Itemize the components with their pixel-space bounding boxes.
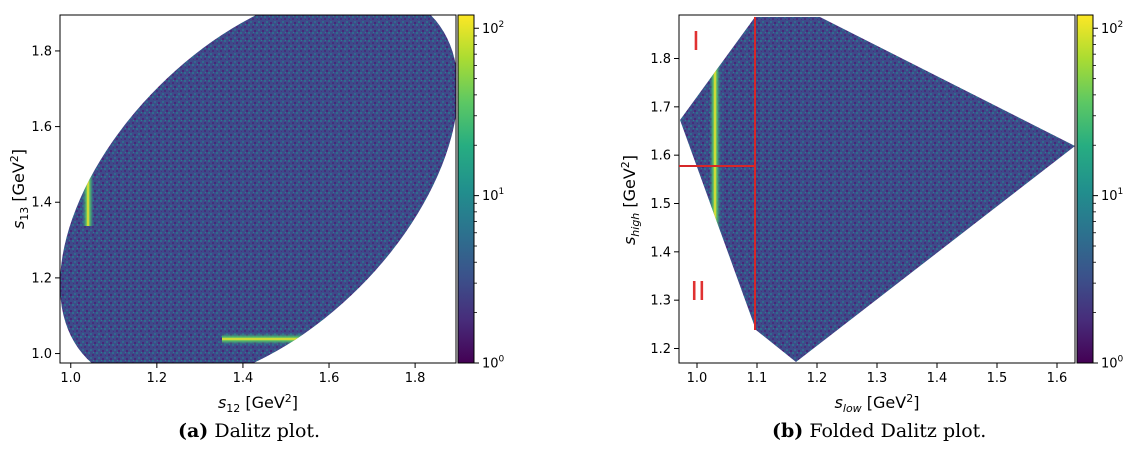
colorbar-tick-label-b: 101 bbox=[1101, 187, 1123, 204]
region-label-i: I bbox=[692, 27, 700, 57]
x-tick-label-b: 1.3 bbox=[867, 371, 888, 386]
caption-tag-a: (a) bbox=[178, 420, 209, 442]
x-tick-label-b: 1.4 bbox=[927, 371, 948, 386]
y-tick-label-b: 1.7 bbox=[650, 100, 671, 115]
colorbar-ticks-b: 100 101 102 bbox=[1093, 20, 1124, 372]
x-tick-label-b: 1.2 bbox=[807, 371, 828, 386]
colorbar-ticks-a: 100 101 102 bbox=[474, 20, 505, 372]
x-tick-label-a: 1.8 bbox=[405, 371, 426, 386]
x-tick-label-b: 1.6 bbox=[1047, 371, 1068, 386]
axes-b: 1.0 1.1 1.2 1.3 1.4 1.5 1.6 1.2 1.3 1.4 1.5 1.6 1.7 1… bbox=[650, 52, 1067, 386]
x-tick-label-b: 1.0 bbox=[687, 371, 708, 386]
y-axis-title-a: s13 [GeV2] bbox=[8, 149, 31, 229]
y-tick-label-a: 1.2 bbox=[31, 271, 52, 286]
y-tick-label-b: 1.2 bbox=[650, 342, 671, 357]
x-axis-title-a: s12 [GeV2] bbox=[218, 392, 298, 415]
colorbar-b bbox=[1076, 14, 1094, 364]
x-tick-label-a: 1.2 bbox=[147, 371, 168, 386]
x-tick-label-b: 1.1 bbox=[747, 371, 768, 386]
colorbar-a bbox=[457, 14, 475, 364]
y-tick-label-b: 1.5 bbox=[650, 197, 671, 212]
y-tick-label-a: 1.8 bbox=[31, 44, 52, 59]
colorbar-tick-label-b: 100 bbox=[1101, 355, 1124, 372]
colorbar-tick-label-a: 100 bbox=[482, 355, 505, 372]
colorbar-tick-label-a: 101 bbox=[482, 187, 504, 204]
x-axis-title-b: slow [GeV2] bbox=[835, 392, 920, 415]
x-tick-label-a: 1.0 bbox=[60, 371, 81, 386]
axes-a: 1.0 1.2 1.4 1.6 1.8 1.0 1.2 1.4 1.6 1.8 bbox=[31, 44, 425, 386]
colorbar-tick-label-a: 102 bbox=[482, 20, 504, 37]
y-tick-label-a: 1.4 bbox=[31, 196, 52, 211]
y-tick-label-a: 1.6 bbox=[31, 120, 52, 135]
caption-a: (a) Dalitz plot. bbox=[178, 420, 320, 442]
x-tick-label-b: 1.5 bbox=[987, 371, 1008, 386]
caption-b: (b) Folded Dalitz plot. bbox=[772, 420, 986, 442]
y-tick-label-b: 1.8 bbox=[650, 52, 671, 67]
panel-b: I II 1.0 1.1 1.2 1.3 1.4 1.5 1.61.21.31.41.51.… bbox=[619, 14, 1124, 415]
y-tick-label-b: 1.4 bbox=[650, 245, 671, 260]
y-tick-label-a: 1.0 bbox=[31, 347, 52, 362]
caption-text-b: Folded Dalitz plot. bbox=[809, 420, 987, 442]
y-tick-label-b: 1.6 bbox=[650, 149, 671, 164]
region-label-ii: II bbox=[690, 277, 705, 307]
panel-a: 1.0 1.2 1.4 1.6 1.8 1.0 1.2 1.4 1.6 1.8 s12 [GeV2… bbox=[8, 14, 505, 415]
caption-tag-b: (b) bbox=[772, 420, 804, 442]
y-tick-label-b: 1.3 bbox=[650, 294, 671, 309]
y-axis-title-b: shigh [GeV2] bbox=[619, 155, 642, 245]
x-tick-label-a: 1.4 bbox=[233, 371, 254, 386]
colorbar-tick-label-b: 102 bbox=[1101, 20, 1123, 37]
caption-text-a: Dalitz plot. bbox=[214, 420, 321, 442]
x-tick-label-a: 1.6 bbox=[319, 371, 340, 386]
